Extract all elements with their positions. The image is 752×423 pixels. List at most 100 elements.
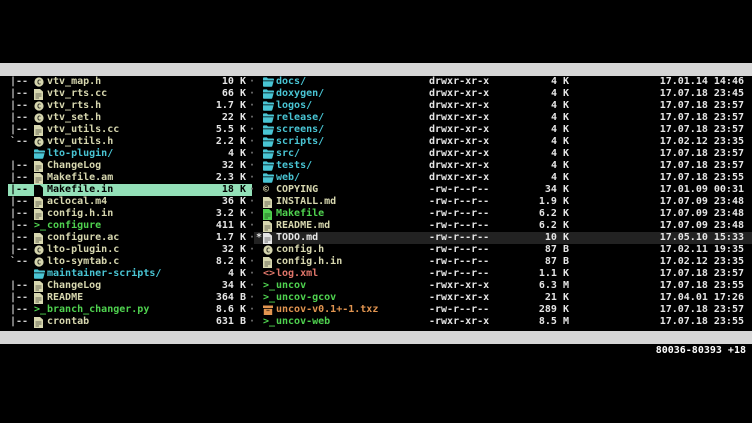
- file-size: 4 K: [550, 76, 569, 87]
- tree-branch: |--: [10, 160, 35, 171]
- file-row[interactable]: scripts/drwxr-xr-x 4 K 17.02.12 23:35: [254, 136, 752, 148]
- file-name-group: Makefile: [256, 208, 429, 220]
- file-permissions: -rwxr-xr-x: [429, 280, 490, 291]
- file-row[interactable]: lto-plugin/4 K: [8, 148, 252, 160]
- file-row[interactable]: |-- >_ branch_changer.py 8.6 K: [8, 304, 252, 316]
- svg-text:C: C: [37, 79, 41, 87]
- file-row[interactable]: |-- crontab 631 B: [8, 316, 252, 328]
- file-row[interactable]: web/drwxr-xr-x 4 K 17.07.18 23:55: [254, 172, 752, 184]
- file-row[interactable]: |-- Makefile.in 18 K: [8, 184, 252, 196]
- file-name: vtv_map.h: [47, 76, 102, 87]
- file-row[interactable]: |-- README 364 B: [8, 292, 252, 304]
- file-name: ChangeLog: [47, 160, 102, 171]
- file-row[interactable]: |-- aclocal.m4 36 K: [8, 196, 252, 208]
- file-size: 6.2 K: [538, 220, 569, 231]
- doc-icon: [10, 345, 23, 356]
- file-size: 1.1 K: [538, 268, 569, 279]
- file-row[interactable]: maintainer-scripts/4 K: [8, 268, 252, 280]
- file-size: 4 K: [550, 136, 569, 147]
- file-row[interactable]: |-- configure.ac 1.7 K: [8, 232, 252, 244]
- file-row[interactable]: release/drwxr-xr-x 4 K 17.07.18 23:57: [254, 112, 752, 124]
- file-permissions: drwxr-xr-x: [429, 76, 490, 87]
- file-size: 6.2 K: [538, 208, 569, 219]
- file-row[interactable]: tests/drwxr-xr-x 4 K 17.07.18 23:57: [254, 160, 752, 172]
- file-size: 10 K: [221, 76, 246, 87]
- xml-icon: <>: [263, 268, 276, 279]
- file-row[interactable]: © COPYING -rw-r--r-- 34 K 17.01.09 00:31: [254, 184, 752, 196]
- file-mtime: 17.07.18 23:55: [659, 172, 744, 183]
- file-row[interactable]: >_ uncov -rwxr-xr-x 6.3 M 17.07.18 23:55: [254, 280, 752, 292]
- file-row[interactable]: screens/drwxr-xr-x 4 K 17.07.18 23:57: [254, 124, 752, 136]
- file-size: 1.7 K: [215, 232, 246, 243]
- file-row[interactable]: |-- ChangeLog 34 K: [8, 280, 252, 292]
- file-permissions: drwxr-xr-x: [429, 88, 490, 99]
- file-name: COPYING: [276, 184, 319, 195]
- file-row[interactable]: docs/drwxr-xr-x 4 K 17.01.14 14:46: [254, 76, 752, 88]
- file-permissions: drwxr-xr-x: [429, 112, 490, 123]
- file-name: README: [47, 292, 84, 303]
- file-row[interactable]: |-- Makefile.am 2.3 K: [8, 172, 252, 184]
- file-name: crontab: [47, 316, 90, 327]
- file-name: vtv_rts.cc: [47, 88, 108, 99]
- file-row[interactable]: >_ uncov-web -rwxr-xr-x 8.5 M 17.07.18 23:55: [254, 316, 752, 328]
- file-row[interactable]: |-- vtv_rts.cc 66 K: [8, 88, 252, 100]
- file-name-group: >_ uncov-gcov: [256, 292, 429, 304]
- file-row[interactable]: logos/drwxr-xr-x 4 K 17.07.18 23:57: [254, 100, 752, 112]
- file-name: TODO.md: [276, 232, 319, 243]
- file-row[interactable]: uncov-v0.1+-1.txz -rw-r--r-- 289 K 17.07.18…: [254, 304, 752, 316]
- file-name: README.md: [276, 220, 331, 231]
- tree-branch: |--: [10, 196, 35, 207]
- file-name-group: >_ uncov-web: [256, 316, 429, 328]
- file-name: vtv_rts.h: [47, 100, 102, 111]
- file-mtime: 17.04.01 17:26: [659, 292, 744, 303]
- file-row[interactable]: INSTALL.md -rw-r--r-- 1.9 K 17.07.09 23:48: [254, 196, 752, 208]
- separator-dot: ·: [248, 232, 256, 243]
- separator-dot: ·: [248, 316, 256, 327]
- file-row[interactable]: config.h.in -rw-r--r-- 87 B 17.02.12 23:35: [254, 256, 752, 268]
- file-name: vtv_utils.cc: [47, 124, 120, 135]
- tree-branch: |--: [10, 184, 35, 195]
- file-row[interactable]: doxygen/drwxr-xr-x 4 K 17.07.18 23:45: [254, 88, 752, 100]
- file-row[interactable]: Makefile -rw-r--r-- 6.2 K 17.07.09 23:48: [254, 208, 752, 220]
- terminal-icon: >_: [263, 280, 276, 291]
- left-pane-title: [tree] @ ~/repos/gcc: [8, 77, 129, 88]
- separator-dot: ·: [248, 76, 256, 87]
- file-row[interactable]: >_ uncov-gcov -rwxr-xr-x 21 K 17.04.01 17:26: [254, 292, 752, 304]
- status-owner: xaizek:users: [386, 371, 459, 382]
- right-pane-title: ~/dev/projects/cxx11/uncov: [218, 90, 375, 101]
- tree-branch: |--: [10, 316, 35, 327]
- file-row[interactable]: <> log.xml -rw-r--r-- 1.1 K 17.07.18 23:57: [254, 268, 752, 280]
- file-row[interactable]: src/drwxr-xr-x 4 K 17.07.18 23:57: [254, 148, 752, 160]
- file-row[interactable]: |-- config.h.in 3.2 K: [8, 208, 252, 220]
- file-name: screens/: [276, 124, 325, 135]
- folder-icon: [263, 173, 276, 183]
- file-row[interactable]: README.md -rw-r--r-- 6.2 K 17.07.09 23:48: [254, 220, 752, 232]
- file-name-group: src/: [256, 148, 429, 160]
- file-row[interactable]: |-- vtv_utils.cc 5.5 K: [8, 124, 252, 136]
- file-row[interactable]: * TODO.md -rw-r--r-- 10 K 17.05.10 15:33: [254, 232, 752, 244]
- file-permissions: -rw-r--r--: [429, 268, 490, 279]
- file-name: src/: [276, 148, 301, 159]
- doc-icon: [263, 208, 276, 220]
- file-mtime: 17.07.18 23:57: [659, 304, 744, 315]
- file-permissions: drwxr-xr-x: [429, 124, 490, 135]
- tree-branch: |--: [10, 124, 35, 135]
- file-permissions: -rw-r--r--: [429, 220, 490, 231]
- separator-dot: ·: [248, 196, 256, 207]
- c-circle-icon: C: [263, 245, 276, 255]
- status-mtime: 17.06.17 20:30: [659, 397, 744, 408]
- file-row[interactable]: |-- ChangeLog 32 K: [8, 160, 252, 172]
- file-mtime: 17.01.09 00:31: [659, 184, 744, 195]
- doc-icon: [34, 316, 47, 328]
- file-row[interactable]: |-- >_ configure 411 K: [8, 220, 252, 232]
- file-permissions: drwxr-xr-x: [429, 160, 490, 171]
- file-name: Makefile.in: [47, 184, 114, 195]
